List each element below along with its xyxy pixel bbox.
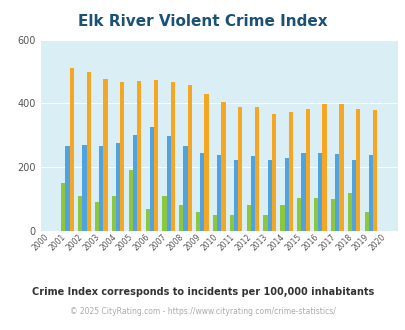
- Bar: [116, 143, 120, 231]
- Bar: [254, 107, 259, 231]
- Bar: [246, 206, 250, 231]
- Bar: [301, 153, 305, 231]
- Bar: [200, 153, 204, 231]
- Bar: [171, 82, 175, 231]
- Bar: [70, 68, 74, 231]
- Bar: [196, 212, 200, 231]
- Bar: [183, 147, 187, 231]
- Bar: [330, 199, 334, 231]
- Bar: [313, 197, 318, 231]
- Bar: [212, 215, 217, 231]
- Bar: [103, 79, 107, 231]
- Bar: [288, 112, 292, 231]
- Bar: [250, 156, 254, 231]
- Bar: [238, 107, 242, 231]
- Bar: [137, 81, 141, 231]
- Bar: [334, 154, 339, 231]
- Text: Crime Index corresponds to incidents per 100,000 inhabitants: Crime Index corresponds to incidents per…: [32, 287, 373, 297]
- Bar: [347, 193, 351, 231]
- Bar: [271, 114, 275, 231]
- Bar: [339, 104, 343, 231]
- Bar: [166, 136, 171, 231]
- Bar: [372, 110, 376, 231]
- Bar: [204, 94, 208, 231]
- Bar: [86, 72, 90, 231]
- Bar: [61, 183, 65, 231]
- Bar: [279, 206, 284, 231]
- Bar: [120, 82, 124, 231]
- Bar: [284, 158, 288, 231]
- Bar: [368, 155, 372, 231]
- Bar: [267, 160, 271, 231]
- Bar: [153, 80, 158, 231]
- Bar: [233, 160, 238, 231]
- Bar: [145, 209, 149, 231]
- Bar: [99, 147, 103, 231]
- Bar: [162, 196, 166, 231]
- Bar: [78, 196, 82, 231]
- Bar: [111, 196, 116, 231]
- Bar: [229, 215, 233, 231]
- Bar: [128, 170, 132, 231]
- Text: Elk River Violent Crime Index: Elk River Violent Crime Index: [78, 14, 327, 29]
- Bar: [217, 155, 221, 231]
- Bar: [296, 197, 301, 231]
- Bar: [364, 212, 368, 231]
- Bar: [187, 85, 192, 231]
- Bar: [355, 110, 360, 231]
- Bar: [95, 202, 99, 231]
- Bar: [263, 215, 267, 231]
- Bar: [221, 102, 225, 231]
- Bar: [149, 127, 153, 231]
- Bar: [322, 104, 326, 231]
- Bar: [132, 135, 137, 231]
- Bar: [65, 147, 70, 231]
- Bar: [82, 145, 86, 231]
- Bar: [305, 110, 309, 231]
- Bar: [351, 160, 355, 231]
- Bar: [318, 153, 322, 231]
- Bar: [179, 206, 183, 231]
- Text: © 2025 CityRating.com - https://www.cityrating.com/crime-statistics/: © 2025 CityRating.com - https://www.city…: [70, 307, 335, 316]
